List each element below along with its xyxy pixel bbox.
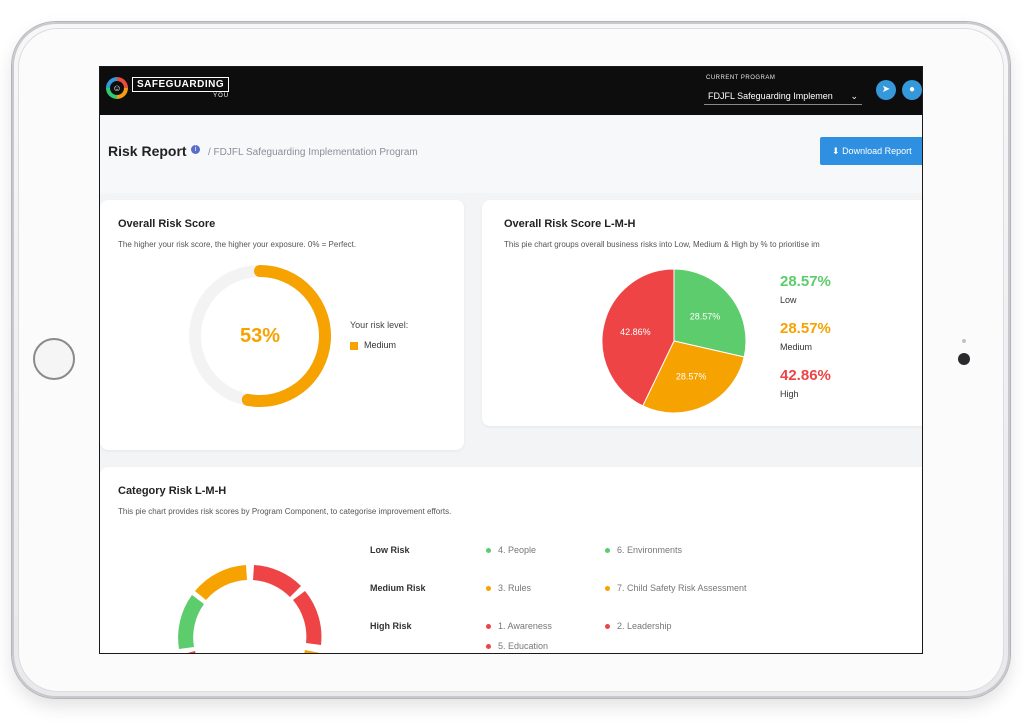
gauge-fill <box>241 265 331 407</box>
home-button[interactable] <box>33 338 75 380</box>
category-item-label: 2. Leadership <box>617 621 672 631</box>
breadcrumb[interactable]: / FDJFL Safeguarding Implementation Prog… <box>208 147 418 158</box>
category-item: 4. People <box>486 545 536 555</box>
low-label: Low <box>780 295 797 305</box>
category-donut-chart <box>178 565 322 653</box>
red-dot-icon <box>486 644 491 650</box>
pie-slice-low[interactable] <box>673 268 747 358</box>
top-bar: ☺ SAFEGUARDING YOU CURRENT PROGRAM FDJFL… <box>100 67 922 115</box>
donut-segment <box>304 650 320 653</box>
card-title: Overall Risk Score L-M-H <box>504 218 636 230</box>
current-program-label: CURRENT PROGRAM <box>706 75 776 81</box>
logo-text: SAFEGUARDING <box>132 77 230 92</box>
category-item: 3. Rules <box>486 583 531 593</box>
gauge-value: 53% <box>240 325 280 347</box>
download-report-button[interactable]: ⬇ Download Report <box>820 137 922 165</box>
risk-level-value: Medium <box>364 340 397 350</box>
category-item-label: 7. Child Safety Risk Assessment <box>617 583 747 593</box>
card-subtitle: This pie chart groups overall business r… <box>504 240 820 249</box>
lmh-pie-chart: 28.57% 28.57% 42.86% <box>601 268 747 414</box>
donut-segment <box>187 651 196 653</box>
lmh-risk-card: Overall Risk Score L-M-H This pie chart … <box>482 200 922 426</box>
overall-risk-score-card: Overall Risk Score The higher your risk … <box>100 200 464 450</box>
sensor-dot <box>962 339 966 343</box>
app-logo[interactable]: ☺ SAFEGUARDING YOU <box>106 77 230 99</box>
medium-swatch <box>350 341 358 350</box>
download-icon: ⬇ <box>832 146 840 156</box>
pie-slice-label: 28.57% <box>690 311 721 321</box>
donut-segment <box>195 565 247 600</box>
category-risk-card: Category Risk L-M-H This pie chart provi… <box>100 467 922 653</box>
category-item: 1. Awareness <box>486 621 552 631</box>
camera-icon <box>958 353 970 365</box>
card-title: Category Risk L-M-H <box>118 485 227 497</box>
pie-slice-high[interactable] <box>601 268 675 407</box>
category-item: 7. Child Safety Risk Assessment <box>605 583 747 593</box>
category-item-label: 3. Rules <box>498 583 532 593</box>
logo-mark-icon: ☺ <box>106 77 128 99</box>
category-item-label: 4. People <box>498 545 537 555</box>
card-title: Overall Risk Score <box>118 218 216 230</box>
orange-dot-icon <box>486 586 491 592</box>
app-screen: ☺ SAFEGUARDING YOU CURRENT PROGRAM FDJFL… <box>99 66 923 654</box>
low-risk-label: Low Risk <box>370 545 410 555</box>
risk-gauge: 53% <box>189 265 331 407</box>
orange-dot-icon <box>605 586 610 592</box>
card-subtitle: The higher your risk score, the higher y… <box>118 240 357 249</box>
medium-risk-label: Medium Risk <box>370 583 426 593</box>
program-select-value: FDJFL Safeguarding Implemen <box>708 91 833 101</box>
info-icon[interactable]: i <box>191 145 200 154</box>
low-percent: 28.57% <box>780 273 831 290</box>
donut-segment <box>293 591 322 645</box>
green-dot-icon <box>605 548 610 554</box>
user-icon[interactable]: ● <box>902 80 922 100</box>
medium-percent: 28.57% <box>780 320 831 337</box>
category-item: 6. Environments <box>605 545 682 555</box>
category-item-label: 5. Education <box>498 641 549 651</box>
download-report-label: Download Report <box>842 146 912 156</box>
high-percent: 42.86% <box>780 367 831 384</box>
high-label: High <box>780 389 799 399</box>
telegram-icon[interactable]: ➤ <box>876 80 896 100</box>
category-item: 2. Leadership <box>605 621 672 631</box>
donut-segment <box>178 595 204 649</box>
category-item-label: 6. Environments <box>617 545 683 555</box>
category-item: 5. Education <box>486 641 548 651</box>
program-select[interactable]: FDJFL Safeguarding Implemen ⌄ <box>704 87 862 105</box>
category-item-label: 1. Awareness <box>498 621 552 631</box>
pie-slice-label: 28.57% <box>676 372 707 382</box>
card-subtitle: This pie chart provides risk scores by P… <box>118 507 452 516</box>
logo-subtext: YOU <box>213 93 230 99</box>
green-dot-icon <box>486 548 491 554</box>
page-title: Risk Report <box>108 143 187 159</box>
pie-slice-label: 42.86% <box>620 327 651 337</box>
medium-label: Medium <box>780 342 813 352</box>
chevron-down-icon: ⌄ <box>850 91 858 101</box>
page-header: Risk Report i / FDJFL Safeguarding Imple… <box>100 115 922 193</box>
red-dot-icon <box>605 624 610 630</box>
high-risk-label: High Risk <box>370 621 412 631</box>
donut-segment <box>253 565 301 597</box>
pie-slice-medium[interactable] <box>642 340 745 414</box>
red-dot-icon <box>486 624 491 630</box>
risk-level-title: Your risk level: <box>350 320 409 330</box>
risk-level-legend: Medium <box>350 340 396 350</box>
